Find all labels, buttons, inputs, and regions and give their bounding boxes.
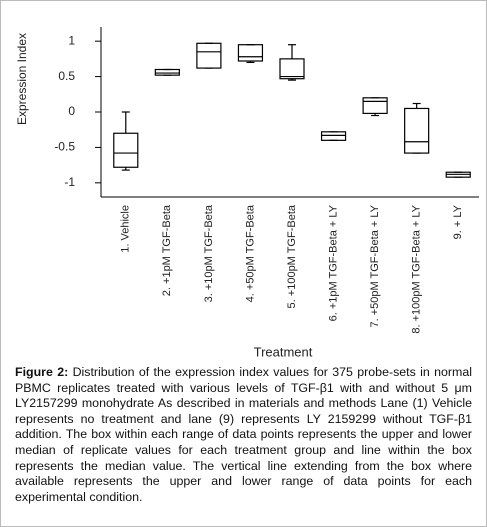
box (279, 58, 305, 80)
x-tick-label: 6. +1pM TGF-Beta + LY (327, 204, 339, 321)
box (196, 42, 222, 69)
x-tick-label: 1. Vehicle (120, 205, 132, 253)
caption-text: Distribution of the expression index val… (15, 365, 472, 504)
x-tick-label: 4. +50pM TGF-Beta (244, 204, 256, 302)
x-tick-label: 3. +10pM TGF-Beta (203, 204, 215, 302)
x-axis-label: Treatment (254, 344, 313, 359)
box (320, 131, 347, 141)
box (362, 97, 388, 115)
y-tick-label: -0.5 (54, 140, 75, 154)
box (404, 107, 430, 154)
x-tick-label: 2. +1pM TGF-Beta (161, 204, 173, 296)
y-tick-label: -1 (64, 175, 75, 189)
y-axis-label: Expression Index (15, 33, 29, 125)
chart: Expression Index Treatment 1 0.5 0 -0.5 -1 1.… (15, 27, 479, 359)
box (113, 132, 139, 168)
x-tick-label: 9. + LY (452, 204, 464, 239)
caption: Figure 2: Distribution of the expression… (15, 365, 472, 505)
box (154, 68, 180, 76)
y-tick-label: 0 (68, 104, 75, 118)
y-tick-label: 0.5 (58, 69, 75, 83)
x-tick-label: 8. +100pM TGF-Beta + LY (411, 204, 423, 333)
box (237, 44, 264, 62)
caption-label: Figure 2: (15, 365, 69, 379)
x-tick-label: 7. +50pM TGF-Beta + LY (369, 204, 381, 327)
x-tick-label: 5. +100pM TGF-Beta (286, 204, 298, 308)
y-tick-label: 1 (68, 33, 75, 47)
